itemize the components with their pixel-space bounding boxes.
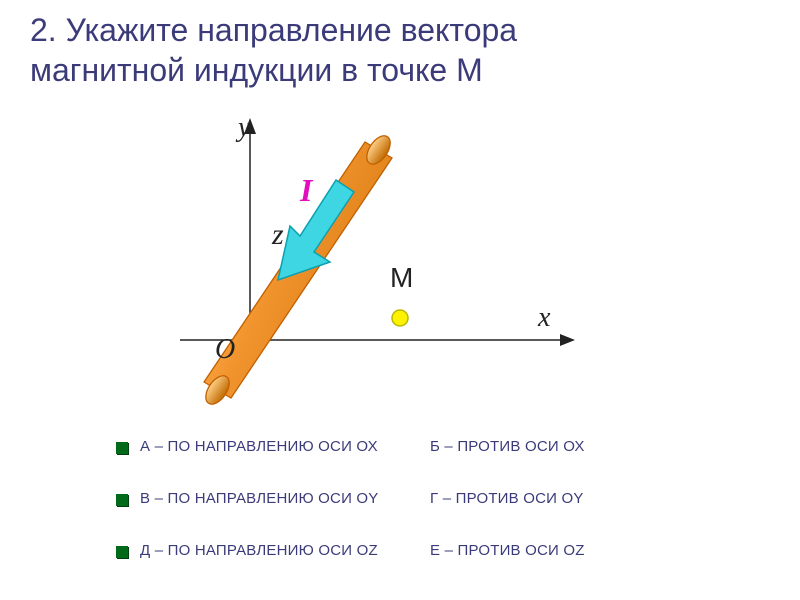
answer-v: В – ПО НАПРАВЛЕНИЮ ОСИ ОY: [140, 490, 379, 507]
diagram-svg: [0, 0, 800, 430]
answer-e: Е – ПРОТИВ ОСИ ОZ: [430, 542, 585, 559]
m-label: M: [390, 262, 413, 294]
i-label: I: [300, 172, 312, 209]
y-label: y: [238, 112, 250, 144]
answer-g: Г – ПРОТИВ ОСИ ОY: [430, 490, 584, 507]
answer-d: Д – ПО НАПРАВЛЕНИЮ ОСИ ОZ: [140, 542, 378, 559]
z-label: z: [272, 218, 284, 252]
x-axis-arrow: [560, 334, 575, 346]
bullet-icon: [116, 546, 128, 558]
bullet-icon: [116, 494, 128, 506]
bullet-icon: [116, 442, 128, 454]
origin-label: O: [215, 334, 235, 366]
x-label: x: [538, 302, 550, 334]
answer-a: А – ПО НАПРАВЛЕНИЮ ОСИ ОХ: [140, 438, 378, 455]
point-m-dot: [392, 310, 408, 326]
answer-b: Б – ПРОТИВ ОСИ ОХ: [430, 438, 585, 455]
